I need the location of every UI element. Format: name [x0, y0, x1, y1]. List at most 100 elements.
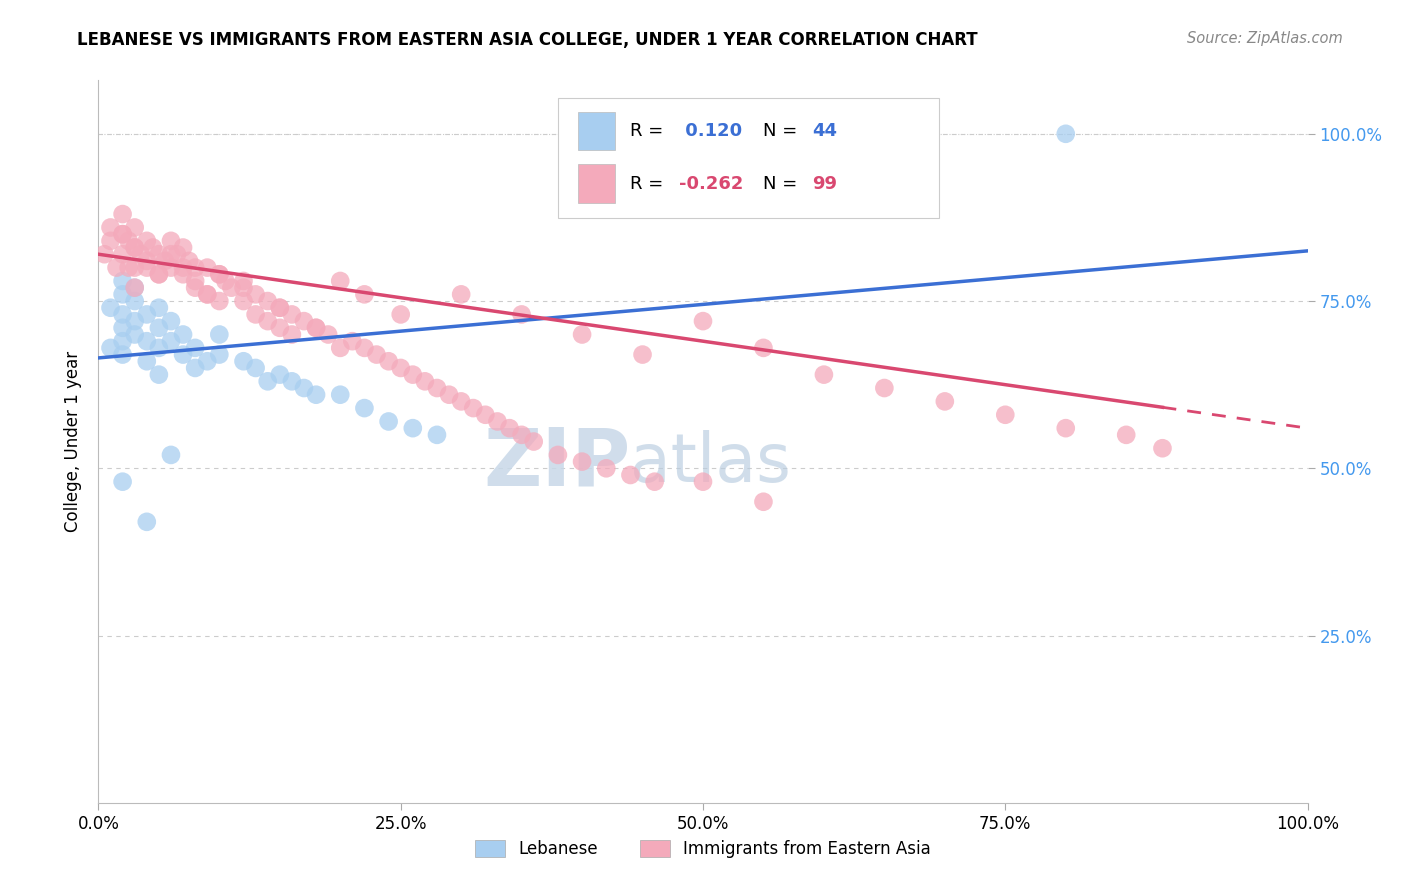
- Point: [1054, 127, 1077, 141]
- Point: [269, 301, 291, 315]
- Point: [124, 241, 146, 255]
- Point: [111, 307, 134, 322]
- Point: [124, 281, 146, 295]
- Point: [184, 341, 207, 355]
- Point: [994, 408, 1017, 422]
- Point: [142, 241, 165, 255]
- Point: [366, 348, 388, 362]
- Point: [195, 354, 218, 368]
- Point: [631, 348, 654, 362]
- Y-axis label: College, Under 1 year: College, Under 1 year: [65, 351, 83, 533]
- Text: N =: N =: [763, 122, 803, 140]
- Text: 99: 99: [811, 175, 837, 193]
- Point: [813, 368, 835, 382]
- Point: [166, 247, 188, 261]
- Point: [281, 327, 304, 342]
- Point: [124, 314, 146, 328]
- Point: [292, 314, 315, 328]
- Point: [353, 287, 375, 301]
- Point: [135, 307, 157, 322]
- Point: [160, 234, 183, 248]
- Point: [619, 467, 641, 482]
- Point: [124, 327, 146, 342]
- Point: [111, 227, 134, 242]
- Point: [256, 294, 278, 309]
- Point: [450, 287, 472, 301]
- Point: [292, 381, 315, 395]
- Point: [389, 307, 412, 322]
- Point: [124, 294, 146, 309]
- Point: [269, 321, 291, 335]
- Point: [752, 494, 775, 508]
- Bar: [578, 164, 614, 202]
- Point: [510, 427, 533, 442]
- Point: [184, 260, 207, 275]
- Point: [195, 260, 218, 275]
- Point: [148, 341, 170, 355]
- Point: [160, 260, 183, 275]
- Point: [232, 354, 254, 368]
- Point: [100, 341, 122, 355]
- Point: [100, 301, 122, 315]
- Point: [118, 234, 141, 248]
- Point: [571, 327, 593, 342]
- Point: [214, 274, 236, 288]
- Point: [450, 394, 472, 409]
- Point: [232, 281, 254, 295]
- FancyBboxPatch shape: [558, 98, 939, 218]
- Point: [510, 307, 533, 322]
- Point: [1054, 421, 1077, 435]
- Text: N =: N =: [763, 175, 803, 193]
- Point: [111, 334, 134, 349]
- Point: [389, 361, 412, 376]
- Point: [353, 401, 375, 416]
- Point: [353, 341, 375, 355]
- Point: [93, 247, 115, 261]
- Point: [269, 301, 291, 315]
- Point: [692, 314, 714, 328]
- Point: [413, 375, 436, 389]
- Legend: Lebanese, Immigrants from Eastern Asia: Lebanese, Immigrants from Eastern Asia: [467, 832, 939, 867]
- Point: [316, 327, 339, 342]
- Point: [595, 461, 617, 475]
- Point: [245, 361, 267, 376]
- Point: [752, 341, 775, 355]
- Point: [377, 354, 399, 368]
- Text: 0.120: 0.120: [679, 122, 742, 140]
- Point: [118, 260, 141, 275]
- Point: [329, 274, 352, 288]
- Point: [281, 307, 304, 322]
- Point: [148, 301, 170, 315]
- Point: [172, 348, 194, 362]
- Point: [474, 408, 496, 422]
- Point: [232, 274, 254, 288]
- Point: [179, 254, 201, 268]
- Point: [153, 254, 176, 268]
- Point: [269, 368, 291, 382]
- Point: [105, 260, 128, 275]
- Point: [305, 321, 328, 335]
- Point: [644, 475, 666, 489]
- Point: [111, 321, 134, 335]
- Point: [135, 515, 157, 529]
- Point: [329, 341, 352, 355]
- Point: [245, 307, 267, 322]
- Point: [124, 260, 146, 275]
- Point: [571, 455, 593, 469]
- Point: [208, 268, 231, 282]
- Point: [195, 287, 218, 301]
- Point: [208, 348, 231, 362]
- Point: [547, 448, 569, 462]
- Point: [402, 421, 425, 435]
- Point: [148, 368, 170, 382]
- Point: [172, 268, 194, 282]
- Point: [402, 368, 425, 382]
- Point: [486, 414, 509, 429]
- Point: [377, 414, 399, 429]
- Point: [692, 475, 714, 489]
- Point: [281, 375, 304, 389]
- Point: [111, 207, 134, 221]
- Point: [111, 287, 134, 301]
- Point: [195, 287, 218, 301]
- Point: [463, 401, 485, 416]
